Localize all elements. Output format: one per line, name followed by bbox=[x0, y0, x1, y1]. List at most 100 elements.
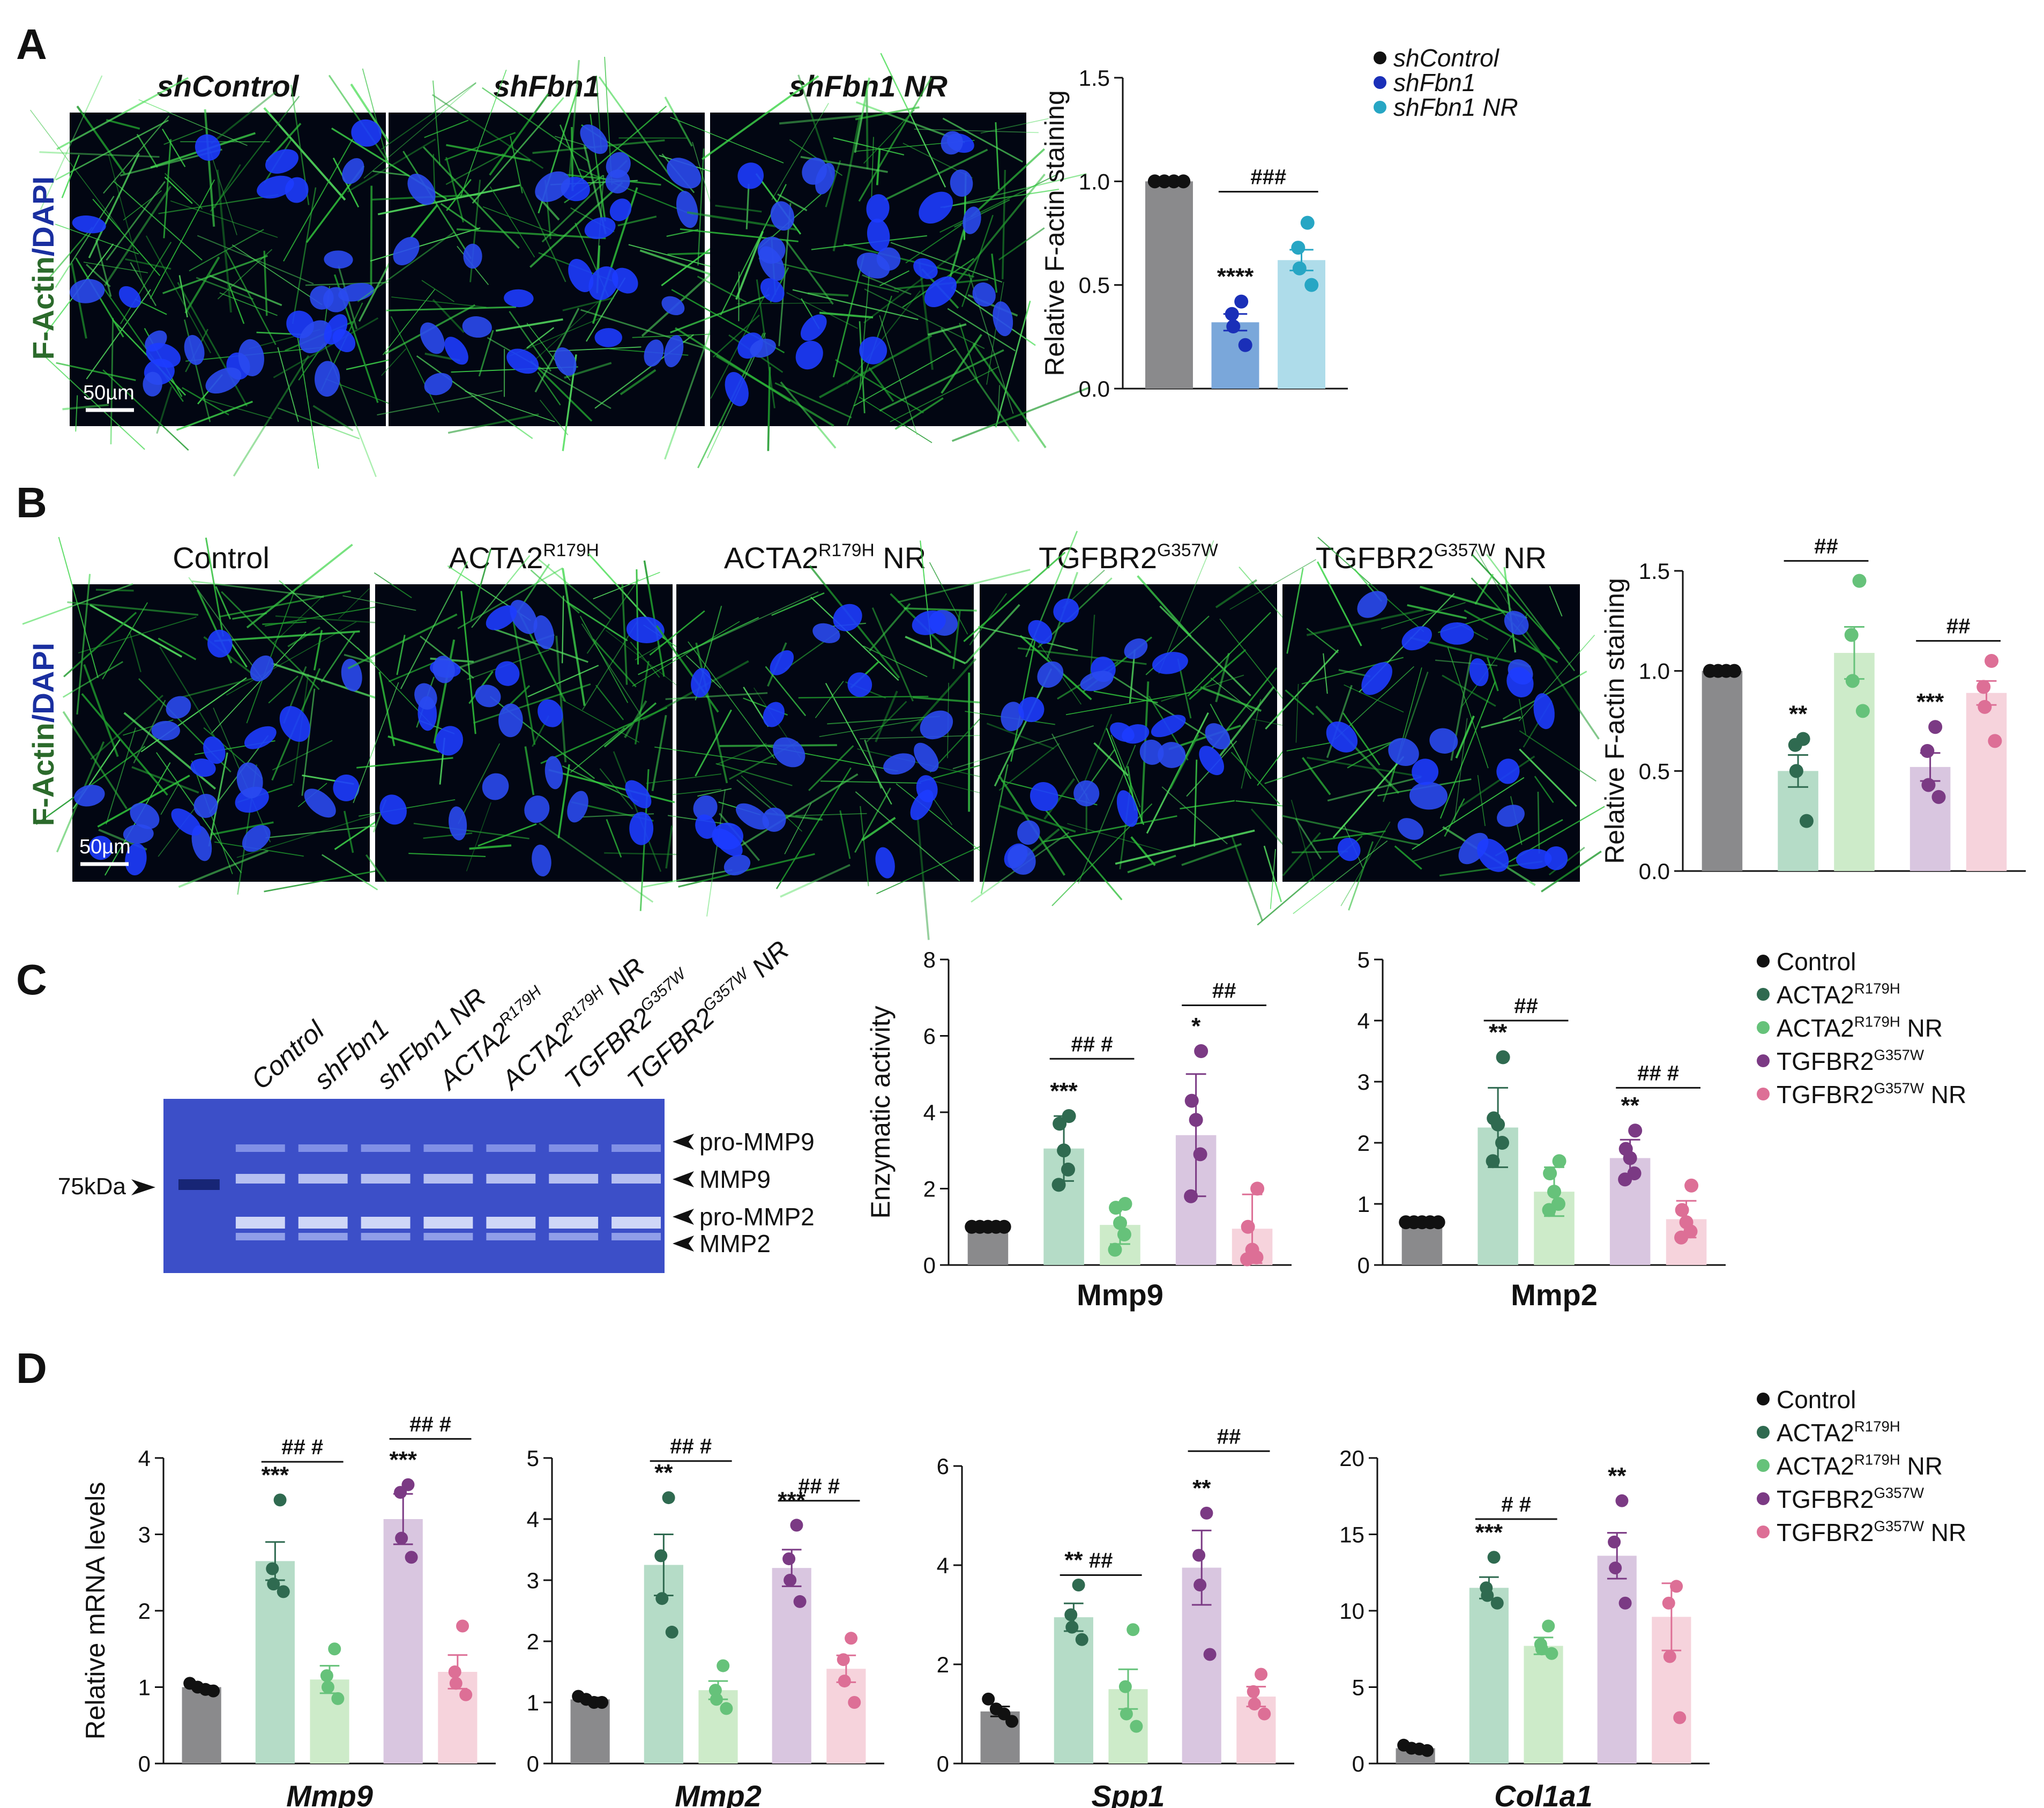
data-point bbox=[1542, 1619, 1555, 1633]
actin-fiber bbox=[381, 82, 476, 150]
data-point bbox=[1547, 1185, 1561, 1199]
significance-mark: ** bbox=[1789, 701, 1808, 727]
actin-fiber bbox=[55, 120, 169, 181]
actin-fiber bbox=[184, 256, 220, 314]
nucleus bbox=[207, 629, 233, 658]
nucleus bbox=[257, 175, 294, 199]
nucleus bbox=[1401, 626, 1432, 651]
data-point bbox=[1486, 1154, 1500, 1169]
data-point bbox=[655, 1592, 669, 1605]
actin-fiber bbox=[400, 561, 468, 689]
nucleus bbox=[435, 726, 464, 756]
actin-fiber bbox=[1252, 718, 1286, 726]
actin-fiber bbox=[943, 173, 1087, 209]
nucleus bbox=[504, 289, 534, 308]
actin-fiber bbox=[1464, 609, 1558, 664]
actin-fiber bbox=[131, 766, 199, 794]
nucleus bbox=[664, 335, 684, 368]
nucleus bbox=[763, 702, 785, 727]
actin-fiber bbox=[88, 153, 140, 258]
actin-fiber bbox=[110, 318, 114, 444]
actin-fiber bbox=[1229, 559, 1317, 610]
data-point bbox=[1481, 1589, 1494, 1602]
actin-fiber bbox=[1342, 712, 1381, 766]
label-superscript: R179H bbox=[818, 541, 875, 561]
actin-fiber bbox=[236, 813, 379, 858]
actin-fiber bbox=[568, 59, 580, 188]
nucleus bbox=[667, 158, 702, 189]
nucleus bbox=[800, 314, 827, 341]
actin-fiber bbox=[210, 95, 300, 212]
actin-fiber bbox=[947, 308, 1016, 352]
nucleus bbox=[875, 847, 895, 879]
actin-fiber bbox=[586, 578, 639, 654]
data-point bbox=[1618, 1172, 1632, 1187]
actin-fiber bbox=[106, 727, 136, 824]
nucleus bbox=[1506, 667, 1534, 698]
actin-fiber bbox=[808, 745, 854, 791]
y-tick-label: 10 bbox=[1339, 1598, 1364, 1624]
data-point bbox=[1608, 1535, 1621, 1549]
actin-fiber bbox=[1286, 568, 1304, 654]
comparison-label: ## # bbox=[1637, 1061, 1679, 1085]
actin-fiber bbox=[798, 696, 929, 698]
actin-fiber bbox=[219, 590, 351, 618]
actin-fiber bbox=[432, 80, 441, 166]
legend-marker bbox=[1757, 1088, 1770, 1100]
significance-mark: **** bbox=[1217, 264, 1254, 290]
actin-fiber bbox=[1137, 575, 1192, 637]
data-point bbox=[790, 1519, 803, 1532]
actin-fiber bbox=[1043, 815, 1177, 843]
actin-fiber bbox=[1285, 689, 1315, 716]
gel-band-pro-mmp9 bbox=[298, 1144, 348, 1152]
actin-fiber bbox=[40, 75, 103, 210]
data-point bbox=[1061, 1162, 1076, 1177]
nucleus bbox=[1326, 721, 1358, 753]
nucleus bbox=[1477, 838, 1509, 872]
actin-fiber bbox=[636, 569, 639, 665]
nucleus bbox=[506, 348, 539, 374]
actin-fiber bbox=[22, 583, 133, 625]
actin-fiber bbox=[961, 214, 994, 307]
data-point bbox=[1976, 680, 1991, 694]
panel-letter-A: A bbox=[16, 20, 47, 68]
actin-fiber bbox=[810, 597, 899, 681]
actin-fiber bbox=[875, 690, 898, 742]
actin-fiber bbox=[378, 672, 396, 747]
actin-fiber bbox=[1306, 608, 1424, 636]
gel-band-mmp2 bbox=[486, 1233, 536, 1240]
nucleus bbox=[393, 237, 420, 265]
actin-fiber bbox=[162, 255, 268, 294]
actin-fiber bbox=[566, 601, 628, 642]
actin-fiber bbox=[855, 791, 960, 882]
actin-fiber bbox=[846, 290, 921, 385]
nucleus bbox=[538, 699, 563, 727]
actin-fiber bbox=[1181, 843, 1242, 866]
actin-fiber bbox=[854, 77, 870, 153]
actin-fiber bbox=[539, 399, 569, 436]
actin-fiber bbox=[210, 91, 277, 145]
bar bbox=[1469, 1588, 1509, 1764]
actin-fiber bbox=[1107, 672, 1213, 741]
actin-fiber bbox=[408, 852, 486, 857]
legend-label: TGFBR2G357W NR bbox=[1777, 1518, 1966, 1546]
label-tail: NR bbox=[1900, 1014, 1943, 1042]
actin-fiber bbox=[1080, 713, 1113, 791]
actin-fiber bbox=[853, 348, 957, 407]
actin-fiber bbox=[1347, 741, 1394, 769]
nucleus bbox=[236, 762, 263, 799]
actin-fiber bbox=[827, 716, 940, 725]
y-axis-label: Relative F-actin staining bbox=[1600, 578, 1630, 864]
y-tick-label: 2 bbox=[138, 1598, 151, 1624]
nucleus bbox=[74, 785, 105, 807]
actin-fiber bbox=[387, 735, 440, 753]
data-point bbox=[1193, 1579, 1207, 1591]
actin-fiber bbox=[697, 148, 705, 266]
actin-fiber bbox=[951, 174, 1046, 289]
data-point bbox=[1978, 700, 1992, 714]
scale-bar-label: 50µm bbox=[79, 836, 131, 858]
actin-fiber bbox=[1043, 778, 1076, 820]
actin-fiber bbox=[1265, 649, 1339, 730]
actin-fiber bbox=[928, 323, 967, 336]
gel-band-mmp2 bbox=[423, 1233, 473, 1240]
